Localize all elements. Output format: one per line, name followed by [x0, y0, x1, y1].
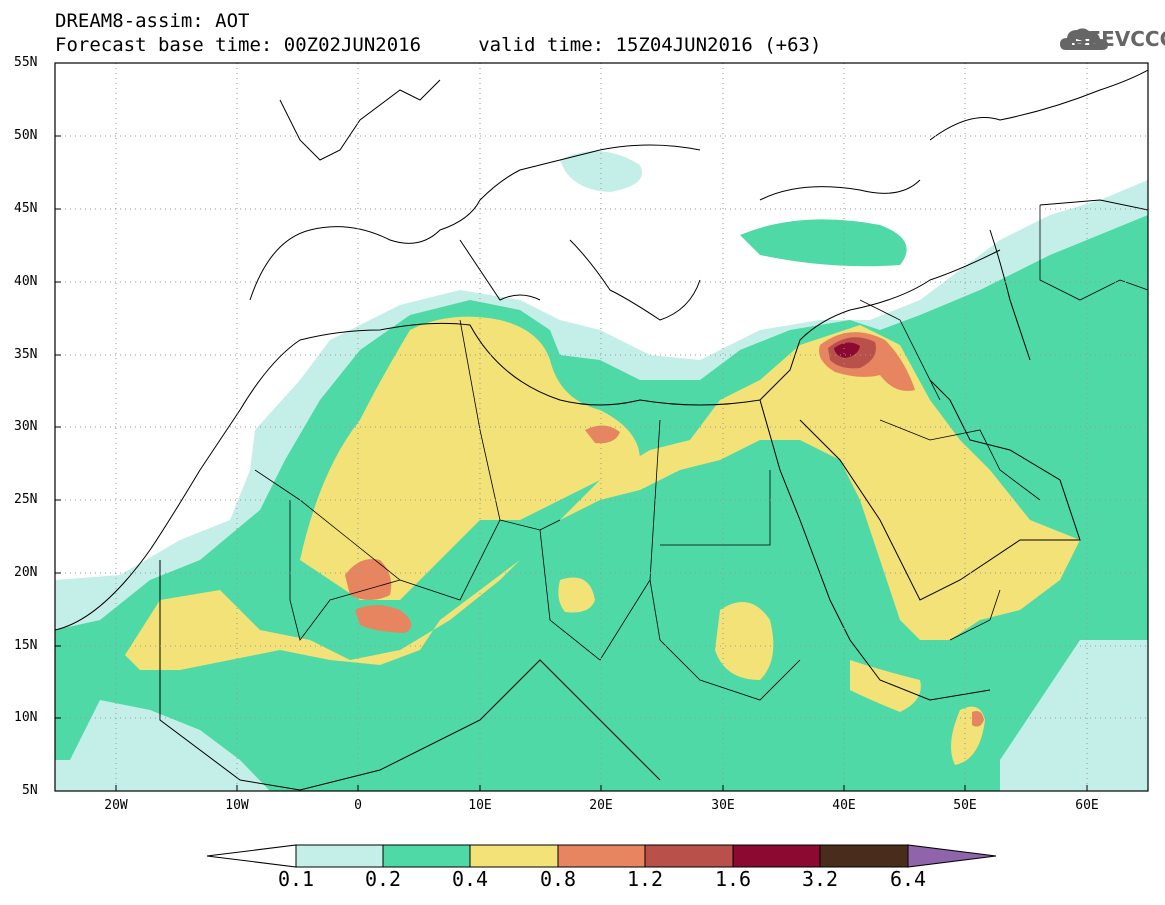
- aot-band-0.4: [715, 602, 774, 680]
- lon-label: 50E: [953, 798, 977, 813]
- colorbar-label: 3.2: [801, 867, 839, 891]
- seevccc-logo: SEEVCCC: [1073, 27, 1165, 51]
- lat-label: 10N: [14, 710, 38, 725]
- lat-label: 30N: [14, 419, 38, 434]
- lat-label: 50N: [14, 128, 38, 143]
- aot-band-0.4: [850, 660, 921, 712]
- lon-label: 20E: [589, 798, 613, 813]
- aot-band-1.6: [834, 342, 860, 358]
- aot-band-0.4: [558, 577, 595, 613]
- colorbar-label: 6.4: [889, 867, 927, 891]
- chart-title: DREAM8-assim: AOT: [55, 10, 250, 32]
- aot-band-0.4: [300, 316, 640, 600]
- colorbar-label: 1.6: [714, 867, 752, 891]
- aot-band-0.2: [740, 219, 907, 267]
- lat-label: 5N: [22, 783, 38, 798]
- aot-band-0.8: [345, 559, 392, 600]
- coastlines: [55, 69, 1148, 791]
- aot-band-0.4: [125, 325, 1080, 670]
- lat-label: 35N: [14, 347, 38, 362]
- colorbar-label: 0.8: [539, 867, 577, 891]
- lat-label: 25N: [14, 492, 38, 507]
- aot-band-0.1: [560, 151, 642, 192]
- colorbar-label: 1.2: [626, 867, 664, 891]
- cloud-icon: [1060, 28, 1108, 50]
- aot-band-0.8: [355, 605, 412, 633]
- colorbar-label: 0.4: [451, 867, 489, 891]
- lon-label: 60E: [1075, 798, 1099, 813]
- forecast-times: Forecast base time: 00Z02JUN2016 valid t…: [55, 34, 822, 56]
- lat-lon-grid: [55, 63, 1148, 791]
- lon-label: 40E: [832, 798, 856, 813]
- lat-label: 40N: [14, 274, 38, 289]
- country-borders: [254, 205, 1148, 701]
- lat-label: 15N: [14, 638, 38, 653]
- lat-label: 55N: [14, 55, 38, 70]
- aot-band-0.8: [972, 711, 984, 727]
- lat-label: 20N: [14, 565, 38, 580]
- lat-label: 45N: [14, 201, 38, 216]
- aot-band-0.8: [585, 425, 620, 444]
- lon-label: 0: [354, 798, 362, 813]
- colorbar-label: 0.2: [364, 867, 402, 891]
- axis-ticks: [55, 62, 1088, 791]
- lon-label: 30E: [711, 798, 735, 813]
- lon-label: 10W: [225, 798, 249, 813]
- lon-label: 20W: [104, 798, 128, 813]
- colorbar-label: 0.1: [277, 867, 315, 891]
- lon-label: 10E: [468, 798, 492, 813]
